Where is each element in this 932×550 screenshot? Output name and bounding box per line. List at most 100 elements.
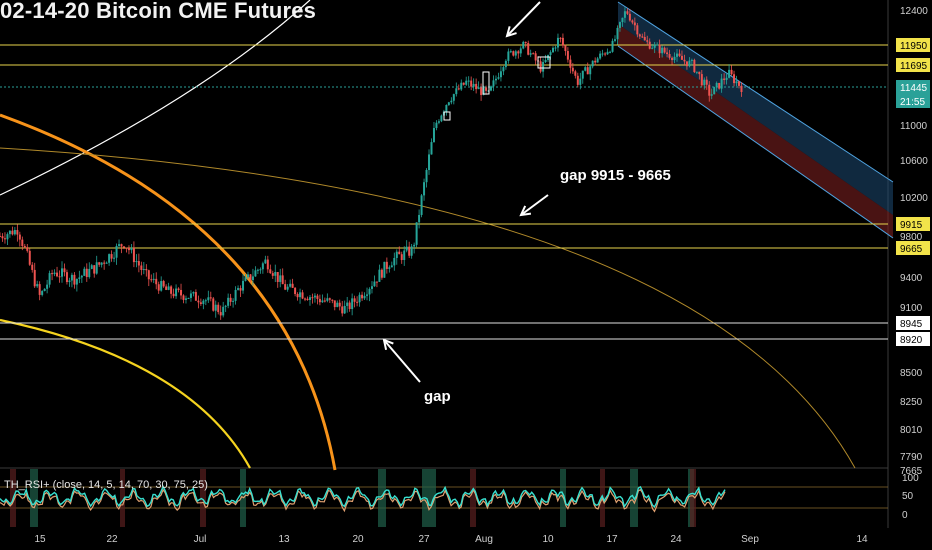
candle-body [480,87,483,96]
candle-body [564,45,567,52]
candle-body [740,85,743,93]
candle-body [388,267,391,269]
candle-body [187,297,190,299]
candle-body [53,272,56,275]
price-label: 11000 [900,121,928,132]
candle-body [611,40,614,52]
candle-body [172,293,175,297]
candle-body [428,154,431,171]
candle-body [604,53,607,55]
candle-body [514,51,517,56]
candle-body [8,230,11,235]
candle-body [713,86,716,95]
candle-body [274,272,277,276]
candle-body [98,262,101,265]
candle-body [296,293,299,298]
candle-body [633,22,636,26]
candle-body [31,264,34,270]
candle-body [105,262,108,264]
candle-body [529,53,532,55]
candle-body [482,87,485,96]
candle-body [673,56,676,61]
candle-body [279,275,282,282]
candle-body [385,261,388,269]
candle-body [690,59,693,61]
candle-body [452,94,455,101]
candle-body [0,236,1,238]
candle-body [51,273,54,275]
candle-body [269,269,272,274]
candle-body [147,270,150,280]
candle-body [614,39,617,41]
candle-body [229,297,232,302]
candle-body [574,71,577,76]
candle-body [559,37,562,39]
candle-body [586,67,589,75]
arrow-gap-head [382,338,394,350]
candle-body [289,283,292,287]
candle-body [733,74,736,84]
candle-body [21,239,24,246]
candle-body [517,51,520,54]
candle-body [594,60,597,63]
candle-body [219,312,222,316]
candle-body [88,268,91,278]
candle-body [549,52,552,55]
candle-body [197,300,200,303]
candle-body [343,305,346,314]
candle-body [671,57,674,61]
price-label: 8250 [900,397,923,408]
candle-body [316,295,319,299]
candle-body [125,247,128,249]
chart-title: 02-14-20 Bitcoin CME Futures [0,0,317,23]
candle-body [720,78,723,89]
candle-body [306,298,309,301]
candle-body [304,298,307,300]
candle-body [676,53,679,57]
rsi-line [0,484,726,509]
arrow-top-head [505,26,517,38]
candle-body [234,289,237,301]
candle-body [199,302,202,304]
candle-body [358,294,361,303]
x-tick-label: 17 [606,534,618,545]
candle-body [460,82,463,90]
candle-body [60,268,63,277]
candle-body [398,251,401,255]
candle-body [618,22,621,28]
candle-body [83,268,86,276]
price-label: 11950 [900,41,928,52]
candle-body [646,40,649,42]
candle-body [115,245,118,258]
candle-body [631,20,634,23]
price-label: 11445 [900,83,928,94]
x-tick-label: 10 [542,534,554,545]
candle-body [135,261,138,263]
price-tag-bg [896,38,930,52]
candle-body [346,302,349,306]
candle-body [100,262,103,265]
candle-body [678,53,681,56]
price-tag-bg [896,94,930,108]
candle-body [177,288,180,290]
candle-body [26,247,29,251]
arrow-gap [383,339,421,383]
price-tag-bg [896,58,930,72]
candle-body [326,298,329,301]
candle-body [499,71,502,78]
rsi-highlight-bar [30,469,38,527]
price-label: 12400 [900,6,928,17]
candle-body [485,87,488,91]
candle-body [80,275,83,278]
candle-body [378,269,381,282]
price-label: 9665 [900,244,923,255]
candle-body [103,262,106,264]
candle-body [214,304,217,311]
candle-body [425,170,428,183]
candle-body [294,287,297,294]
candle-body [430,142,433,155]
gap-box [443,111,451,121]
candle-body [338,302,341,307]
candle-body [504,60,507,68]
x-tick-label: Aug [475,534,493,545]
